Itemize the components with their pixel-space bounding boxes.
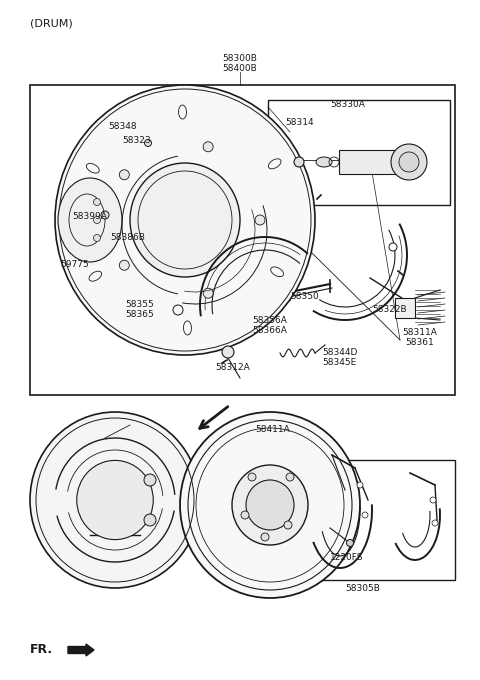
Circle shape	[144, 474, 156, 486]
Text: 58356A
58366A: 58356A 58366A	[252, 316, 287, 335]
Text: 58312A: 58312A	[215, 363, 250, 372]
Ellipse shape	[58, 178, 122, 262]
FancyArrow shape	[68, 644, 94, 656]
Text: 58300B
58400B: 58300B 58400B	[223, 54, 257, 73]
Circle shape	[144, 514, 156, 526]
Text: 59775: 59775	[60, 260, 89, 269]
Bar	[395, 298, 415, 318]
Circle shape	[389, 243, 397, 251]
Text: (DRUM): (DRUM)	[30, 18, 73, 28]
Circle shape	[120, 170, 129, 180]
Circle shape	[294, 157, 304, 167]
Bar	[310, 460, 455, 580]
Text: 58386B: 58386B	[110, 233, 145, 242]
Circle shape	[94, 199, 100, 205]
Text: 58411A: 58411A	[255, 425, 290, 434]
Circle shape	[347, 539, 353, 547]
Circle shape	[94, 216, 100, 224]
Text: 58344D
58345E: 58344D 58345E	[322, 348, 358, 367]
Text: 58348: 58348	[108, 122, 137, 131]
Text: 58322B: 58322B	[372, 305, 407, 314]
Circle shape	[430, 497, 436, 503]
Circle shape	[255, 215, 265, 225]
Circle shape	[101, 211, 109, 219]
Bar	[268, 100, 450, 205]
Circle shape	[248, 473, 256, 481]
Circle shape	[357, 482, 363, 488]
Text: 58399A: 58399A	[72, 212, 107, 221]
Text: 58330A: 58330A	[331, 100, 365, 109]
Circle shape	[432, 520, 438, 526]
Ellipse shape	[30, 412, 200, 588]
Text: 58355
58365: 58355 58365	[125, 300, 154, 320]
Ellipse shape	[316, 157, 332, 167]
Circle shape	[120, 260, 129, 270]
Circle shape	[284, 521, 292, 529]
Circle shape	[94, 235, 100, 241]
Text: FR.: FR.	[30, 643, 53, 656]
Circle shape	[391, 144, 427, 180]
Circle shape	[144, 139, 152, 146]
Text: 58314: 58314	[285, 118, 313, 127]
Text: 58305B: 58305B	[346, 584, 381, 593]
Ellipse shape	[232, 465, 308, 545]
Text: 1220FS: 1220FS	[330, 553, 363, 562]
Bar	[30, 85, 455, 395]
Text: 58311A
58361: 58311A 58361	[402, 328, 437, 347]
Ellipse shape	[77, 460, 153, 540]
Circle shape	[203, 288, 213, 299]
Ellipse shape	[246, 480, 294, 530]
Circle shape	[286, 473, 294, 481]
Text: 58323: 58323	[122, 136, 151, 145]
Text: 58350: 58350	[290, 292, 319, 301]
Ellipse shape	[55, 85, 315, 355]
Circle shape	[203, 141, 213, 152]
Bar	[339, 150, 409, 174]
Circle shape	[362, 512, 368, 518]
Circle shape	[222, 346, 234, 358]
Ellipse shape	[130, 163, 240, 277]
Circle shape	[241, 511, 249, 519]
Circle shape	[261, 533, 269, 541]
Circle shape	[399, 152, 419, 172]
Ellipse shape	[180, 412, 360, 598]
